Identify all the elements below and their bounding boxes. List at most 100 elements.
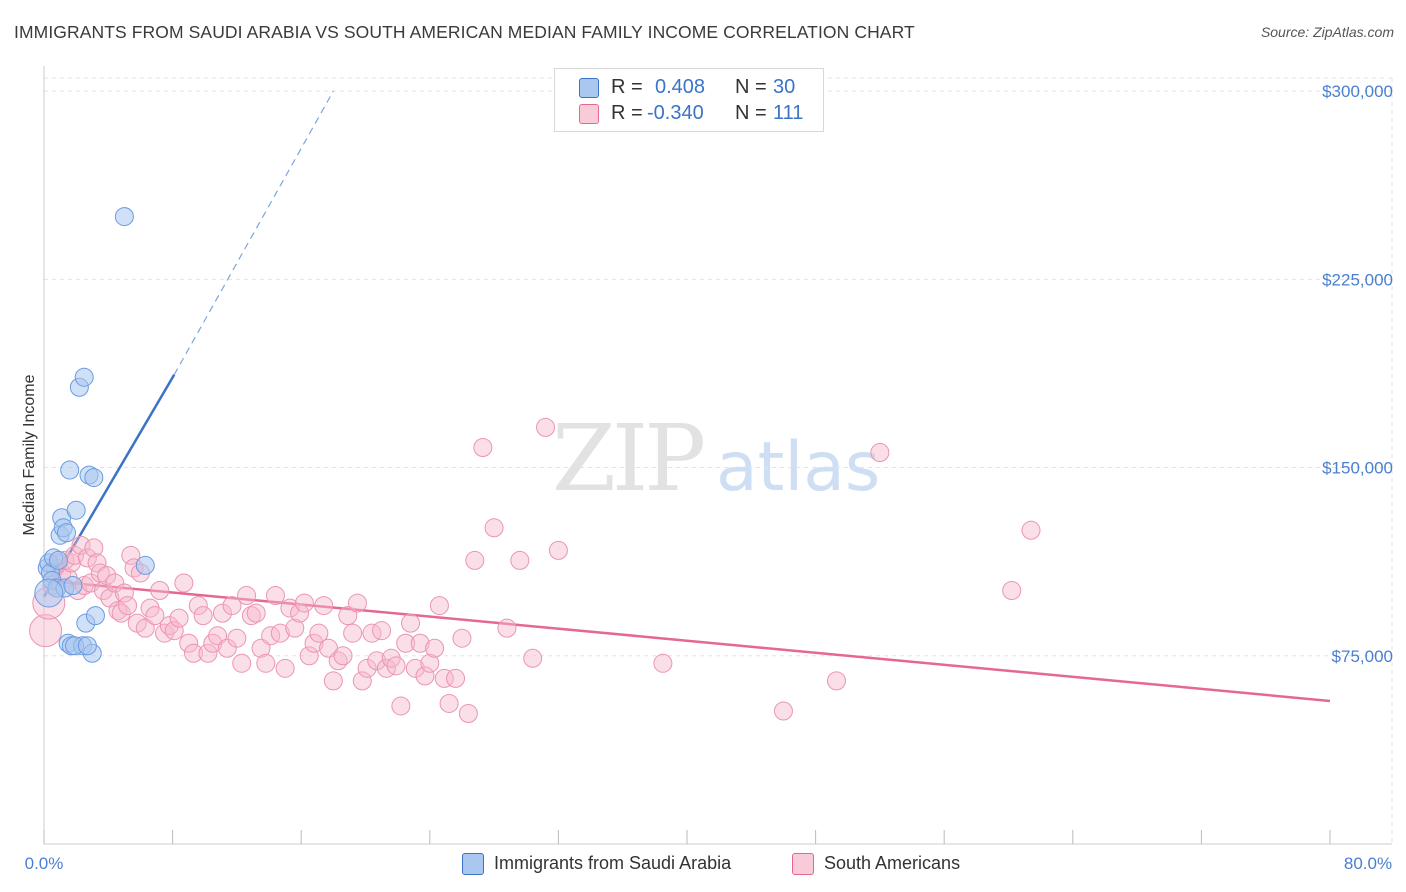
point-south-american bbox=[265, 586, 285, 606]
point-south-american bbox=[314, 596, 334, 616]
point-south-american bbox=[1002, 581, 1022, 601]
point-south-american bbox=[208, 626, 228, 646]
axes bbox=[43, 66, 1392, 845]
point-south-american bbox=[1021, 520, 1041, 540]
point-saudi-arabia bbox=[66, 500, 86, 520]
point-south-american bbox=[150, 581, 170, 601]
point-south-american bbox=[290, 603, 310, 623]
point-south-american bbox=[434, 668, 454, 688]
point-south-american bbox=[256, 653, 276, 673]
point-south-american bbox=[118, 596, 138, 616]
point-south-american bbox=[357, 658, 377, 678]
point-south-american bbox=[93, 581, 113, 601]
correlation-legend: R = 0.408 N = 30 R = -0.340 N = 111 bbox=[554, 68, 824, 132]
point-south-american bbox=[241, 606, 261, 626]
point-south-american bbox=[773, 701, 793, 721]
point-south-american bbox=[169, 608, 189, 628]
y-tick-label: $150,000 bbox=[1322, 459, 1393, 478]
point-south-american bbox=[135, 618, 155, 638]
legend-swatch-blue bbox=[579, 78, 599, 98]
bottom-legend-label: Immigrants from Saudi Arabia bbox=[494, 853, 732, 873]
point-south-american bbox=[280, 598, 300, 618]
x-tick-label: 0.0% bbox=[25, 854, 64, 873]
point-saudi-arabia bbox=[60, 460, 80, 480]
legend-row-saudi-arabia: R = 0.408 N = 30 bbox=[555, 75, 823, 101]
point-south-american bbox=[212, 603, 232, 623]
point-south-american bbox=[304, 633, 324, 653]
point-south-american bbox=[523, 648, 543, 668]
point-south-american bbox=[251, 638, 271, 658]
legend-r-label: R = bbox=[611, 76, 643, 98]
point-saudi-arabia bbox=[85, 606, 105, 626]
point-south-american bbox=[458, 703, 478, 723]
trendline-south-americans bbox=[43, 579, 1331, 703]
gridlines bbox=[44, 77, 1393, 844]
bottom-legend-swatch-pink bbox=[792, 853, 814, 875]
point-south-american bbox=[548, 540, 568, 560]
point-south-american bbox=[410, 633, 430, 653]
watermark-zip: ZIP bbox=[552, 405, 706, 512]
point-south-american bbox=[193, 606, 213, 626]
point-south-american bbox=[222, 596, 242, 616]
point-south-american bbox=[510, 550, 530, 570]
point-south-american bbox=[415, 666, 435, 686]
point-south-american bbox=[275, 658, 295, 678]
point-south-american bbox=[285, 618, 305, 638]
point-south-american bbox=[338, 606, 358, 626]
chart-title: IMMIGRANTS FROM SAUDI ARABIA VS SOUTH AM… bbox=[14, 22, 915, 42]
legend-r-value: -0.340 bbox=[647, 102, 704, 124]
y-tick-label: $75,000 bbox=[1332, 647, 1393, 666]
point-south-american bbox=[396, 633, 416, 653]
point-south-american bbox=[473, 437, 493, 457]
point-south-american bbox=[105, 573, 125, 593]
point-south-american bbox=[270, 623, 290, 643]
legend-n-label: N = bbox=[735, 76, 767, 98]
point-south-american bbox=[183, 643, 203, 663]
point-south-american bbox=[164, 621, 184, 641]
point-saudi-arabia bbox=[48, 550, 68, 570]
point-south-american bbox=[653, 653, 673, 673]
point-south-american bbox=[29, 614, 63, 648]
legend-n-value: 111 bbox=[773, 102, 804, 124]
axis-labels: $75,000 $150,000 $225,000 $300,000 0.0% 80.0%… bbox=[21, 82, 1393, 873]
point-south-american bbox=[465, 550, 485, 570]
point-south-american bbox=[446, 668, 466, 688]
point-saudi-arabia bbox=[114, 207, 134, 227]
point-south-american bbox=[309, 623, 329, 643]
point-south-american bbox=[246, 603, 266, 623]
point-south-american bbox=[232, 653, 252, 673]
point-south-american bbox=[347, 593, 367, 613]
point-south-american bbox=[121, 545, 141, 565]
point-south-american bbox=[323, 671, 343, 691]
point-south-american bbox=[179, 633, 199, 653]
point-south-american bbox=[439, 693, 459, 713]
point-south-american bbox=[198, 643, 218, 663]
point-saudi-arabia bbox=[74, 367, 94, 387]
point-saudi-arabia bbox=[77, 636, 97, 656]
point-south-american bbox=[391, 696, 411, 716]
point-south-american bbox=[174, 573, 194, 593]
point-south-american bbox=[145, 606, 165, 626]
bottom-legend-swatch-blue bbox=[462, 853, 484, 875]
point-south-american bbox=[870, 442, 890, 462]
point-south-american bbox=[372, 621, 392, 641]
point-south-american bbox=[333, 646, 353, 666]
point-south-american bbox=[188, 596, 208, 616]
point-south-american bbox=[484, 518, 504, 538]
legend-swatch-pink bbox=[579, 104, 599, 124]
point-saudi-arabia bbox=[34, 578, 64, 608]
source-credit: Source: ZipAtlas.com bbox=[1260, 24, 1394, 40]
point-south-american bbox=[108, 601, 128, 621]
point-saudi-arabia bbox=[135, 555, 155, 575]
x-tick-label: 80.0% bbox=[1344, 854, 1392, 873]
point-south-american bbox=[114, 583, 134, 603]
point-south-american bbox=[352, 671, 372, 691]
point-south-american bbox=[826, 671, 846, 691]
point-south-american bbox=[227, 628, 247, 648]
legend-row-south-americans: R = -0.340 N = 111 bbox=[555, 101, 823, 127]
point-south-american bbox=[425, 638, 445, 658]
point-south-american bbox=[497, 618, 517, 638]
point-south-american bbox=[536, 417, 556, 437]
point-south-american bbox=[429, 596, 449, 616]
